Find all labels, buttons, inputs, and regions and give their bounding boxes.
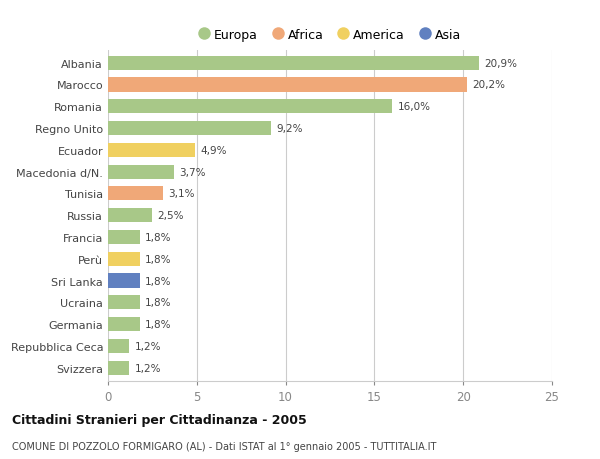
Bar: [108, 122, 271, 136]
Text: Cittadini Stranieri per Cittadinanza - 2005: Cittadini Stranieri per Cittadinanza - 2…: [12, 413, 307, 426]
Text: 16,0%: 16,0%: [397, 102, 430, 112]
Bar: [108, 230, 140, 245]
Text: 1,8%: 1,8%: [145, 276, 172, 286]
Bar: [108, 252, 140, 266]
Text: 1,2%: 1,2%: [134, 363, 161, 373]
Text: 1,2%: 1,2%: [134, 341, 161, 351]
Bar: [108, 361, 130, 375]
Bar: [108, 143, 195, 157]
Bar: [108, 274, 140, 288]
Bar: [108, 100, 392, 114]
Bar: [108, 56, 479, 71]
Text: 1,8%: 1,8%: [145, 319, 172, 330]
Text: 9,2%: 9,2%: [277, 124, 303, 134]
Text: COMUNE DI POZZOLO FORMIGARO (AL) - Dati ISTAT al 1° gennaio 2005 - TUTTITALIA.IT: COMUNE DI POZZOLO FORMIGARO (AL) - Dati …: [12, 441, 436, 451]
Text: 2,5%: 2,5%: [158, 211, 184, 221]
Text: 20,9%: 20,9%: [485, 59, 518, 68]
Bar: [108, 317, 140, 331]
Bar: [108, 339, 130, 353]
Bar: [108, 209, 152, 223]
Text: 3,1%: 3,1%: [169, 189, 195, 199]
Text: 3,7%: 3,7%: [179, 167, 206, 177]
Text: 4,9%: 4,9%: [200, 146, 227, 156]
Bar: [108, 296, 140, 310]
Text: 1,8%: 1,8%: [145, 298, 172, 308]
Bar: [108, 78, 467, 92]
Legend: Europa, Africa, America, Asia: Europa, Africa, America, Asia: [194, 24, 466, 47]
Text: 20,2%: 20,2%: [472, 80, 505, 90]
Bar: [108, 165, 174, 179]
Bar: [108, 187, 163, 201]
Text: 1,8%: 1,8%: [145, 232, 172, 242]
Text: 1,8%: 1,8%: [145, 254, 172, 264]
